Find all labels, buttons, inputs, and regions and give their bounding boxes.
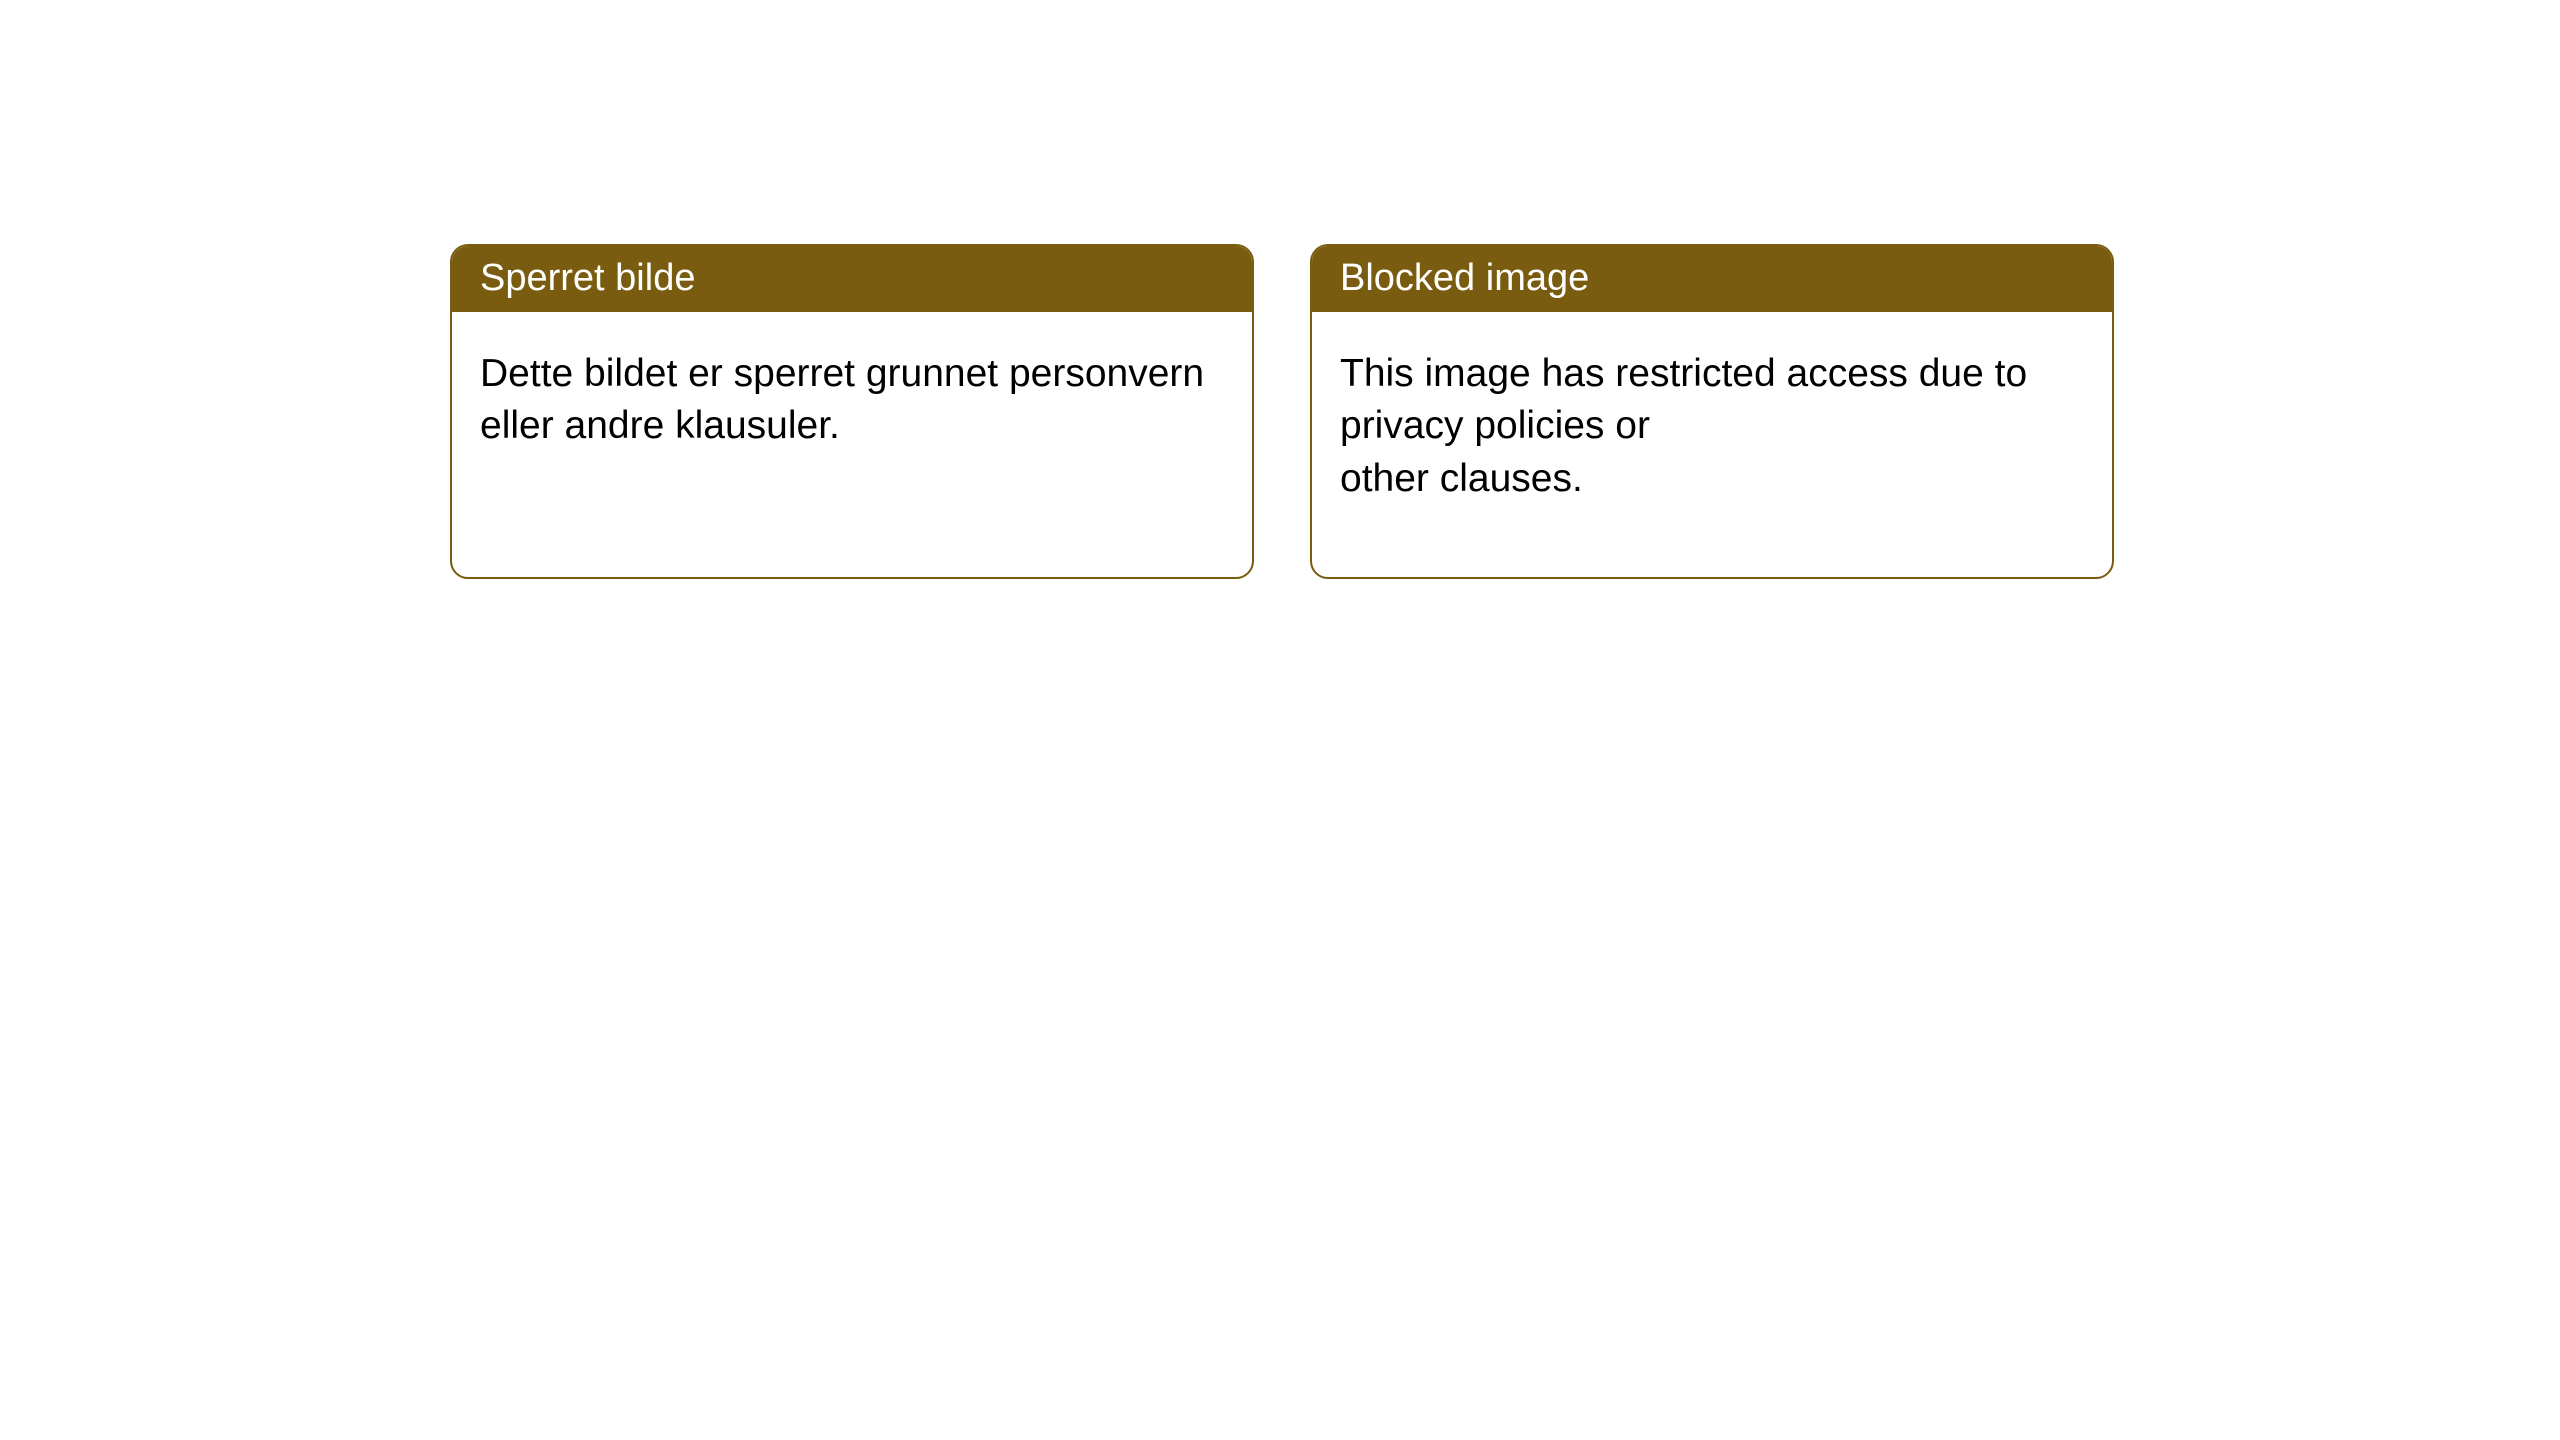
card-header-english: Blocked image: [1312, 246, 2112, 312]
notice-cards-container: Sperret bilde Dette bildet er sperret gr…: [450, 244, 2114, 579]
card-body-english: This image has restricted access due to …: [1312, 312, 2112, 542]
card-body-norwegian: Dette bildet er sperret grunnet personve…: [452, 312, 1252, 489]
card-header-norwegian: Sperret bilde: [452, 246, 1252, 312]
notice-card-norwegian: Sperret bilde Dette bildet er sperret gr…: [450, 244, 1254, 579]
notice-card-english: Blocked image This image has restricted …: [1310, 244, 2114, 579]
